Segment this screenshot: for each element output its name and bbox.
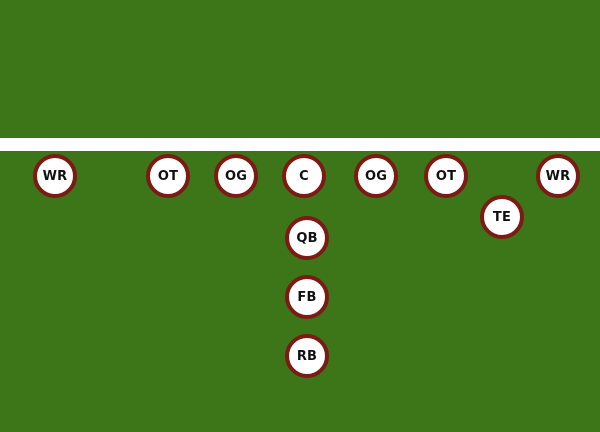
line-of-scrimmage [0, 138, 600, 151]
player-c[interactable]: C [282, 154, 326, 198]
player-fb[interactable]: FB [285, 275, 329, 319]
player-te[interactable]: TE [480, 195, 524, 239]
player-og-left[interactable]: OG [214, 154, 258, 198]
player-ot-right[interactable]: OT [424, 154, 468, 198]
player-ot-left[interactable]: OT [146, 154, 190, 198]
player-rb[interactable]: RB [285, 334, 329, 378]
player-wr-right[interactable]: WR [536, 154, 580, 198]
player-wr-left[interactable]: WR [33, 154, 77, 198]
player-og-right[interactable]: OG [354, 154, 398, 198]
player-qb[interactable]: QB [285, 216, 329, 260]
